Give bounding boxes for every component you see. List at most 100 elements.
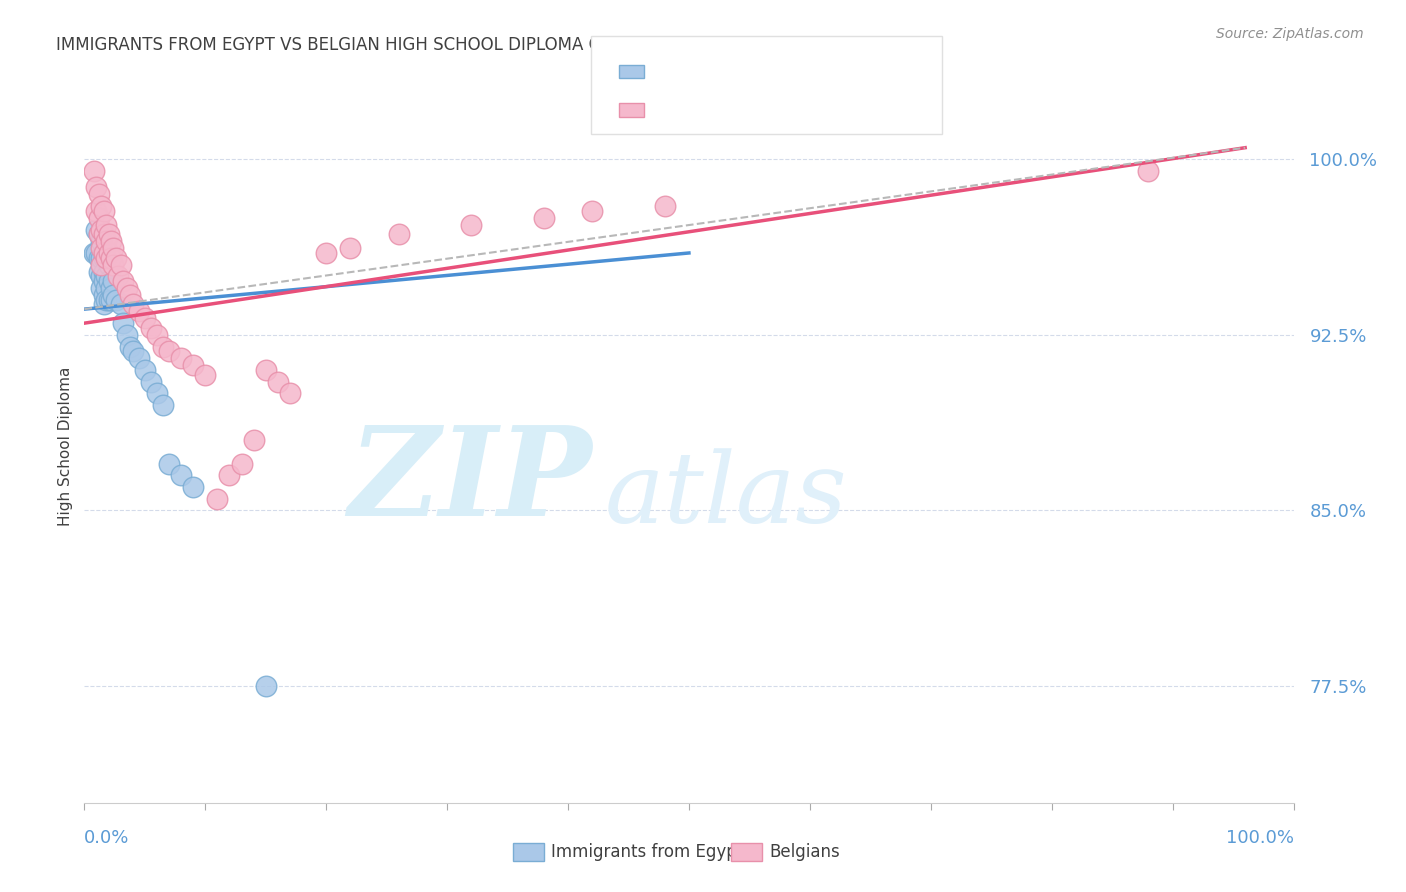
Point — [97, 258, 120, 272]
Point — [120, 288, 142, 302]
Point — [87, 227, 110, 242]
Point — [104, 293, 127, 307]
Point — [115, 281, 138, 295]
Point — [170, 351, 193, 366]
Point — [152, 340, 174, 354]
Point — [97, 227, 120, 242]
Point — [231, 457, 253, 471]
Point — [654, 199, 676, 213]
Text: ZIP: ZIP — [349, 421, 592, 542]
Point — [139, 321, 162, 335]
Point — [90, 241, 112, 255]
Point — [218, 468, 240, 483]
Point — [115, 327, 138, 342]
Point — [90, 234, 112, 248]
Point — [86, 180, 108, 194]
Point — [87, 211, 110, 225]
Point — [1137, 164, 1160, 178]
Text: 100.0%: 100.0% — [1226, 830, 1294, 847]
Point — [90, 281, 112, 295]
Point — [112, 316, 135, 330]
Text: atlas: atlas — [605, 449, 846, 543]
Point — [533, 211, 555, 225]
Point — [86, 203, 108, 218]
Point — [93, 297, 115, 311]
Point — [134, 363, 156, 377]
Point — [104, 251, 127, 265]
Text: Source: ZipAtlas.com: Source: ZipAtlas.com — [1216, 27, 1364, 41]
Point — [388, 227, 411, 242]
Point — [93, 265, 115, 279]
Text: 0.0%: 0.0% — [84, 830, 129, 847]
Point — [315, 246, 337, 260]
Point — [170, 468, 193, 483]
Text: IMMIGRANTS FROM EGYPT VS BELGIAN HIGH SCHOOL DIPLOMA CORRELATION CHART: IMMIGRANTS FROM EGYPT VS BELGIAN HIGH SC… — [56, 36, 769, 54]
Point — [181, 480, 204, 494]
Point — [112, 274, 135, 288]
Point — [86, 246, 108, 260]
Point — [93, 246, 115, 260]
Point — [157, 457, 180, 471]
Point — [97, 274, 120, 288]
Point — [90, 199, 112, 213]
Point — [103, 258, 125, 272]
Point — [94, 281, 117, 295]
Point — [97, 293, 120, 307]
Point — [460, 218, 482, 232]
Point — [254, 363, 277, 377]
Point — [94, 251, 117, 265]
Point — [107, 269, 129, 284]
Point — [87, 227, 110, 242]
Point — [110, 297, 132, 311]
Point — [254, 679, 277, 693]
Point — [242, 433, 264, 447]
Point — [103, 241, 125, 255]
Point — [94, 234, 117, 248]
Point — [134, 311, 156, 326]
Text: R = 0.234   N = 40: R = 0.234 N = 40 — [654, 62, 838, 80]
Point — [100, 281, 122, 295]
Point — [120, 340, 142, 354]
Point — [103, 288, 125, 302]
Point — [93, 227, 115, 242]
Point — [93, 251, 115, 265]
Text: Immigrants from Egypt: Immigrants from Egypt — [551, 843, 744, 861]
Point — [267, 375, 290, 389]
Point — [90, 269, 112, 284]
Text: Belgians: Belgians — [769, 843, 839, 861]
Point — [121, 297, 143, 311]
Point — [100, 293, 122, 307]
Point — [87, 187, 110, 202]
Y-axis label: High School Diploma: High School Diploma — [58, 367, 73, 525]
Point — [139, 375, 162, 389]
Point — [157, 344, 180, 359]
Point — [94, 218, 117, 232]
Point — [339, 241, 361, 255]
Point — [90, 258, 112, 272]
Point — [87, 251, 110, 265]
Point — [86, 222, 108, 236]
Point — [181, 359, 204, 373]
Point — [278, 386, 301, 401]
Point — [100, 234, 122, 248]
Point — [581, 203, 603, 218]
Point — [83, 164, 105, 178]
Point — [90, 222, 112, 236]
Point — [83, 246, 105, 260]
Point — [94, 293, 117, 307]
Point — [87, 265, 110, 279]
Point — [97, 246, 120, 260]
Point — [93, 288, 115, 302]
Point — [146, 327, 169, 342]
Point — [194, 368, 217, 382]
Point — [146, 386, 169, 401]
Point — [128, 351, 150, 366]
Point — [152, 398, 174, 412]
Point — [128, 304, 150, 318]
Point — [121, 344, 143, 359]
Point — [93, 274, 115, 288]
Point — [103, 274, 125, 288]
Point — [100, 251, 122, 265]
Point — [93, 203, 115, 218]
Point — [207, 491, 229, 506]
